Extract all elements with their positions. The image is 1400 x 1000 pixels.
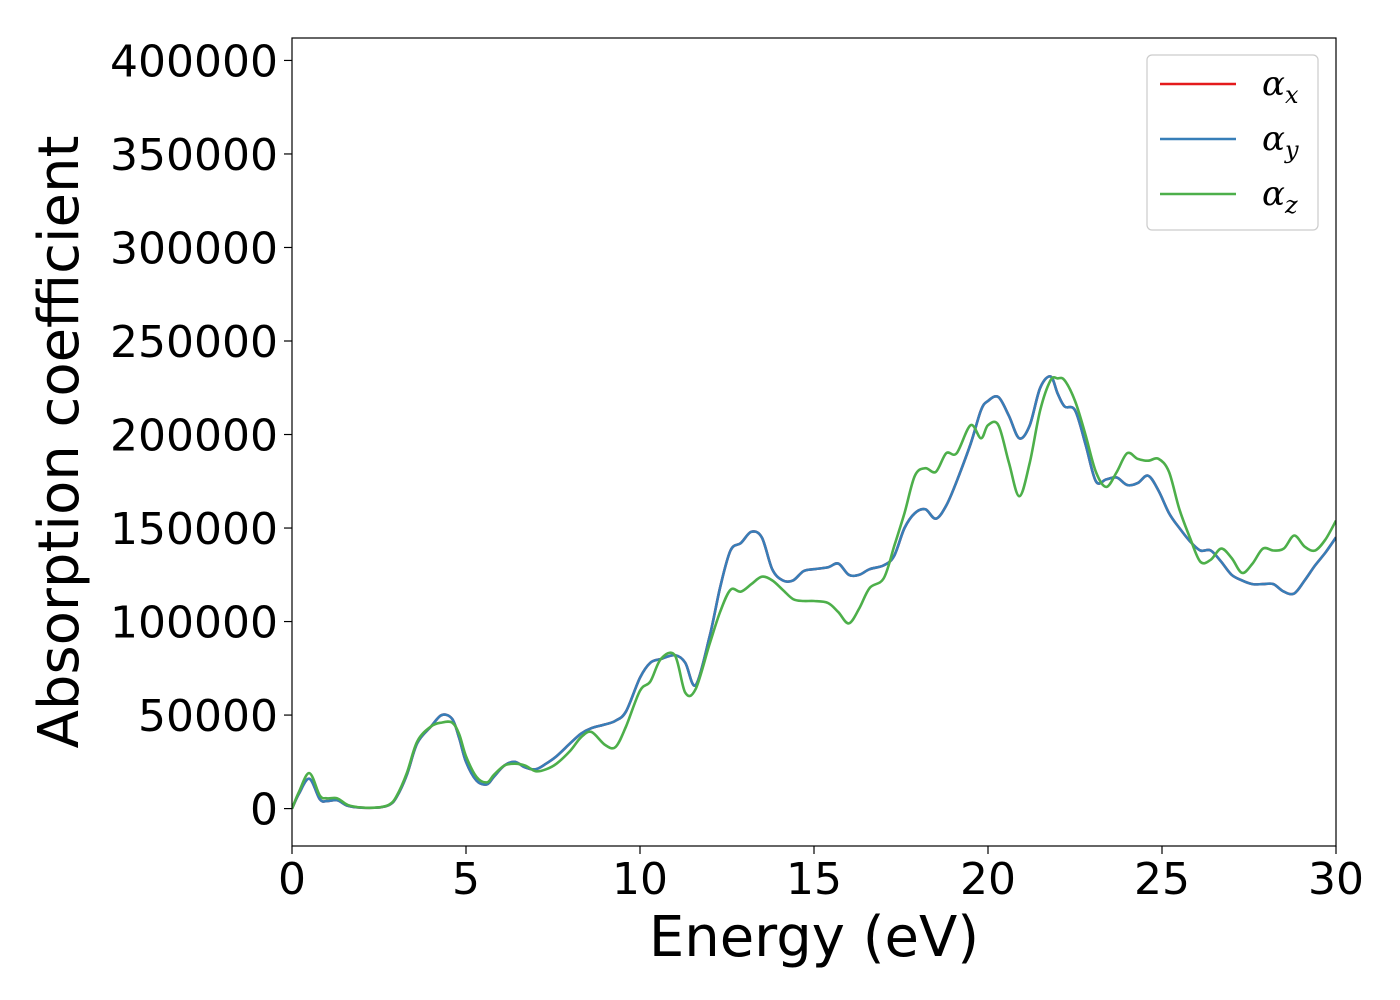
series-line-z — [292, 376, 1336, 810]
x-tick-label: 10 — [612, 854, 668, 905]
x-tick-label: 30 — [1308, 854, 1364, 905]
y-tick-label: 300000 — [110, 223, 278, 274]
y-tick-label: 0 — [250, 785, 278, 836]
legend: αx αy αz — [1146, 54, 1319, 231]
x-tick-label: 5 — [452, 854, 480, 905]
y-tick-label: 50000 — [138, 691, 278, 742]
x-tick-label: 0 — [278, 854, 306, 905]
x-tick-label: 15 — [786, 854, 842, 905]
y-tick-label: 150000 — [110, 504, 278, 555]
y-tick-label: 250000 — [110, 317, 278, 368]
legend-entry-y: αy — [1262, 119, 1299, 164]
x-axis-label: Energy (eV) — [649, 905, 979, 970]
y-tick-label: 100000 — [110, 598, 278, 649]
y-tick-label: 200000 — [110, 411, 278, 462]
y-tick-label: 350000 — [110, 130, 278, 181]
series-layer — [292, 375, 1336, 810]
y-axis-label: Absorption coefficient — [27, 136, 92, 749]
series-line-y — [292, 375, 1336, 810]
x-tick-label: 25 — [1134, 854, 1190, 905]
x-axis: 0 5 10 15 20 25 30 — [278, 846, 1364, 905]
x-tick-label: 20 — [960, 854, 1016, 905]
legend-entry-z: αz — [1262, 174, 1298, 219]
legend-box — [1146, 54, 1319, 231]
series-line-x — [292, 375, 1336, 810]
y-axis: 0 50000 100000 150000 200000 250000 300000 3500… — [110, 36, 292, 836]
legend-entry-x: αx — [1262, 64, 1299, 109]
y-tick-label: 400000 — [110, 36, 278, 87]
